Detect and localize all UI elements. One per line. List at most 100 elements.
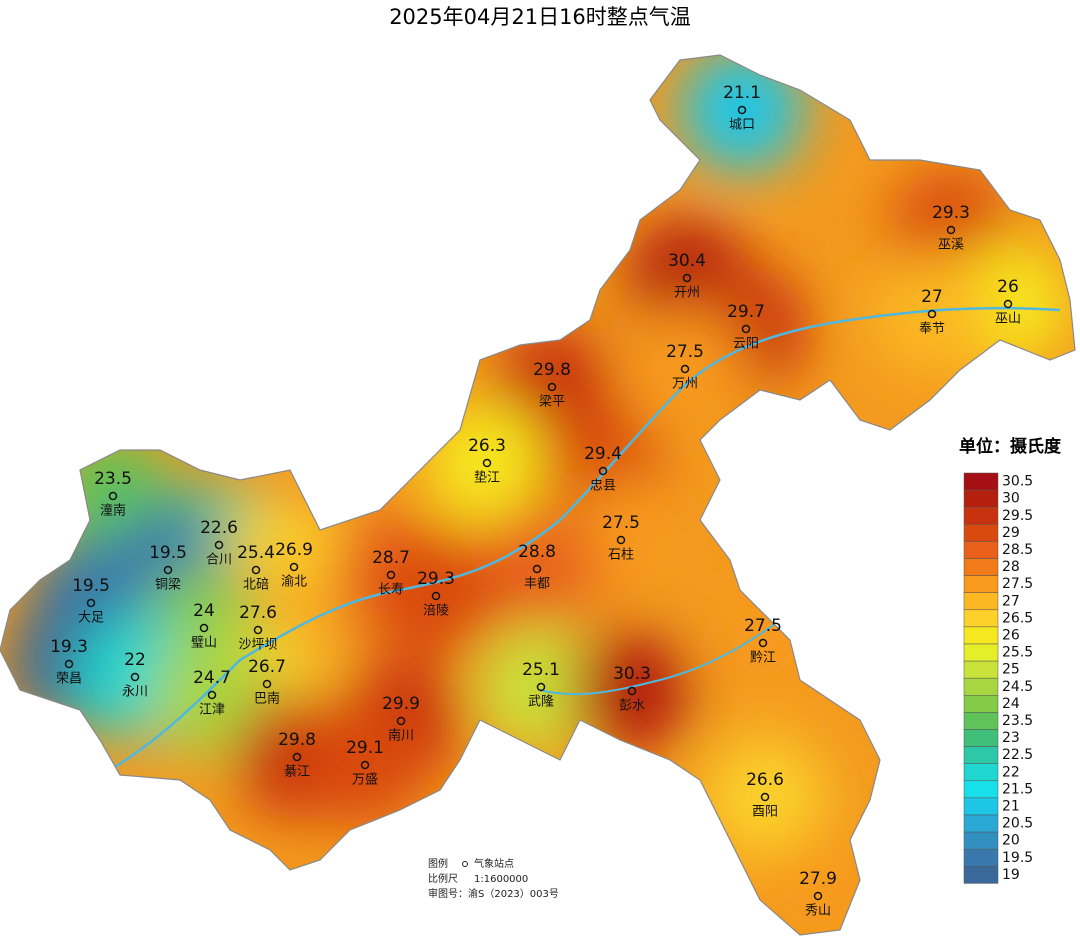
station-value: 27.5 (666, 342, 704, 362)
station-marker (482, 458, 492, 468)
station-name: 巴南 (254, 691, 280, 707)
legend-swatch (963, 524, 999, 542)
station-marker (108, 491, 118, 501)
station-marker (682, 273, 692, 283)
legend-label: 21 (1002, 798, 1020, 814)
legend-label: 28.5 (1002, 542, 1033, 558)
station-marker (1003, 299, 1013, 309)
station-marker (64, 659, 74, 669)
legend-label: 19 (1002, 867, 1020, 883)
legend-label: 27.5 (1002, 576, 1033, 592)
temperature-blob (703, 735, 827, 859)
legend-label: 27 (1002, 593, 1020, 609)
station-value: 24.7 (193, 668, 231, 688)
station-name: 城口 (729, 118, 755, 133)
station-value: 27.9 (799, 869, 837, 889)
temperature-blob (475, 507, 599, 631)
station-name: 永川 (122, 685, 148, 700)
station-marker (760, 792, 770, 802)
temperature-blob (623, 307, 747, 431)
temperature-blob (374, 534, 498, 658)
station-marker (741, 324, 751, 334)
legend-swatch (963, 866, 999, 884)
station-value: 26 (997, 277, 1019, 297)
station-marker (289, 562, 299, 572)
station-name: 铜梁 (155, 578, 181, 593)
legend-swatch (963, 712, 999, 730)
station-name: 梁平 (539, 395, 565, 410)
legend-label: 22.5 (1002, 747, 1033, 763)
station-value: 24 (193, 601, 215, 621)
station-marker (214, 540, 224, 550)
legend-label: 23 (1002, 730, 1020, 746)
station-value: 21.1 (723, 83, 761, 103)
legend-label: 25.5 (1002, 645, 1033, 661)
legend-label: 28 (1002, 559, 1020, 575)
station-name: 奉节 (919, 322, 945, 337)
station-marker (251, 565, 261, 575)
station-value: 30.3 (613, 664, 651, 684)
station-marker (163, 565, 173, 575)
station-name: 沙坪坝 (238, 638, 277, 653)
station-marker (253, 625, 263, 635)
station-marker (262, 679, 272, 689)
station-name: 万州 (672, 377, 698, 392)
station-name: 巫溪 (938, 238, 964, 253)
station-name: 潼南 (100, 503, 126, 519)
station-name: 万盛 (352, 773, 378, 788)
station-marker (536, 682, 546, 692)
legend-title: 单位：摄氏度 (959, 436, 1062, 457)
station-name: 开州 (674, 286, 700, 301)
station-value: 29.8 (278, 730, 316, 750)
legend-label: 30 (1002, 491, 1020, 507)
legend-label: 21.5 (1002, 781, 1033, 797)
station-name: 武隆 (528, 695, 554, 710)
legend-swatch (963, 575, 999, 593)
map-title: 2025年04月21日16时整点气温 (389, 5, 691, 29)
river (539, 619, 781, 696)
station-value: 23.5 (94, 469, 132, 489)
station-value: 25.4 (237, 543, 275, 563)
station-marker (207, 690, 217, 700)
station-value: 22 (124, 650, 146, 670)
blobs (7, 55, 1070, 935)
station-marker (927, 309, 937, 319)
temperature-blob (425, 401, 549, 525)
notes: 图例 气象站点 比例尺 1:1600000 审图号：渝S（2023）003号 (428, 857, 559, 900)
legend-label: 22 (1002, 764, 1020, 780)
station-name: 荣昌 (56, 672, 82, 687)
station-value: 27 (921, 287, 943, 307)
station-marker (292, 752, 302, 762)
station-name: 北碚 (243, 578, 269, 593)
legend-label: 20 (1002, 833, 1020, 849)
station-marker (616, 535, 626, 545)
station-marker (813, 891, 823, 901)
temperature-blob (701, 581, 825, 705)
legend-label: 29 (1002, 525, 1020, 541)
note-scale-label: 比例尺 (428, 872, 458, 885)
temperature-blob (303, 703, 427, 827)
station-value: 26.6 (746, 770, 784, 790)
station-marker (758, 638, 768, 648)
station-name: 秀山 (805, 904, 831, 919)
station-name: 云阳 (733, 337, 759, 352)
station-name: 渝北 (281, 574, 307, 590)
temperature-blob (150, 633, 274, 757)
legend-swatch (963, 660, 999, 679)
station-name: 垫江 (474, 470, 500, 486)
station-value: 27.6 (239, 603, 277, 623)
legend-label: 24 (1002, 696, 1020, 712)
station-name: 丰都 (524, 577, 550, 592)
legend-label: 29.5 (1002, 508, 1033, 524)
legend-label: 26.5 (1002, 610, 1033, 626)
station-value: 19.5 (149, 543, 187, 563)
station-value: 28.8 (518, 542, 556, 562)
station-value: 29.7 (727, 302, 765, 322)
station-value: 25.1 (522, 660, 560, 680)
station-value: 28.7 (372, 548, 410, 568)
legend-swatch (963, 643, 999, 662)
station-value: 30.4 (668, 251, 706, 271)
station-marker (386, 570, 396, 580)
